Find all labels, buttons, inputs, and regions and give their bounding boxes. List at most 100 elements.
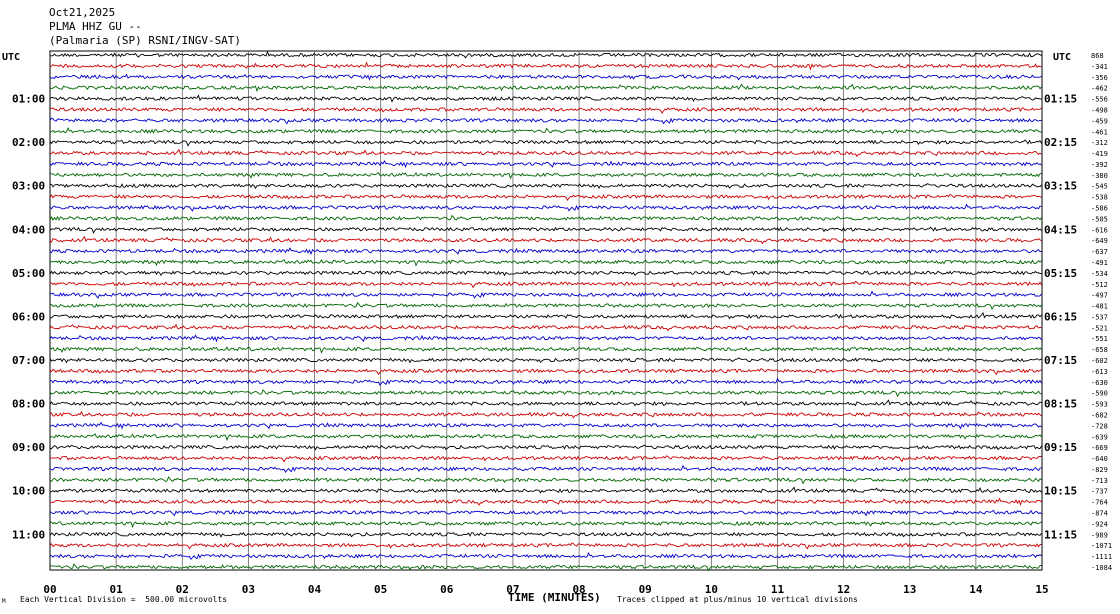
seismic-trace <box>49 171 1042 180</box>
seismic-trace <box>49 183 1042 190</box>
trace-offset-label: -682 <box>1091 411 1108 419</box>
trace-offset-label: -1071 <box>1091 542 1112 550</box>
left-hour-label: 06:00 <box>12 310 45 323</box>
seismic-trace <box>49 476 1042 485</box>
corner-mark: M <box>2 598 6 605</box>
plot-frame <box>49 50 1043 571</box>
heli-date: Oct21,2025 <box>49 6 116 19</box>
trace-offset-label: -491 <box>1091 259 1108 267</box>
right-hour-label: 04:15 <box>1044 223 1077 236</box>
trace-offset-label: -728 <box>1091 422 1108 430</box>
seismic-trace <box>50 497 1042 506</box>
trace-offset-label: -989 <box>1091 531 1108 539</box>
seismic-trace <box>49 455 1042 463</box>
seismic-trace <box>49 50 1042 59</box>
seismic-trace <box>49 399 1042 407</box>
trace-offset-label: -640 <box>1091 455 1108 463</box>
x-tick-label: 07 <box>506 583 519 596</box>
heli-station: PLMA HHZ GU -- <box>49 20 142 33</box>
trace-offset-label: -505 <box>1091 215 1108 223</box>
right-hour-label: 05:15 <box>1044 267 1077 280</box>
left-hour-label: 02:00 <box>12 136 45 149</box>
seismic-trace <box>49 389 1042 398</box>
seismic-trace <box>49 368 1042 376</box>
trace-offset-label: -737 <box>1091 488 1108 496</box>
trace-offset-label: -341 <box>1091 63 1108 71</box>
trace-offset-label: -498 <box>1091 106 1108 114</box>
seismic-trace <box>49 410 1042 419</box>
seismic-trace <box>49 106 1042 114</box>
seismic-trace <box>49 334 1042 343</box>
trace-offset-label: -602 <box>1091 357 1108 365</box>
seismic-trace <box>49 509 1042 517</box>
left-hour-label: 10:00 <box>12 485 45 498</box>
seismic-trace <box>49 270 1042 277</box>
trace-offset-label: -481 <box>1091 303 1108 311</box>
seismic-trace <box>49 139 1042 147</box>
right-hour-label: 03:15 <box>1044 180 1077 193</box>
seismic-trace <box>49 520 1042 529</box>
x-axis-label: TIME (MINUTES) <box>508 591 601 604</box>
right-hour-label: 02:15 <box>1044 136 1077 149</box>
trace-offset-label: -534 <box>1091 270 1108 278</box>
trace-offset-label: -637 <box>1091 248 1108 256</box>
x-tick-label: 06 <box>440 583 454 596</box>
x-tick-label: 12 <box>837 583 850 596</box>
right-hour-label: 01:15 <box>1044 93 1077 106</box>
right-hour-label: 09:15 <box>1044 441 1077 454</box>
trace-offset-label: -459 <box>1091 117 1108 125</box>
seismic-trace <box>49 148 1042 158</box>
seismic-trace <box>49 346 1042 354</box>
seismic-trace <box>49 290 1042 299</box>
seismic-trace <box>49 94 1042 103</box>
seismic-trace <box>49 433 1042 442</box>
scale-note: Each Vertical Division = 500.00 microvol… <box>20 595 228 604</box>
left-hour-label: 05:00 <box>12 267 45 280</box>
trace-offset-label: -538 <box>1091 194 1108 202</box>
seismic-trace <box>49 421 1042 430</box>
trace-offset-label: -658 <box>1091 346 1108 354</box>
trace-offset-label: -639 <box>1091 433 1108 441</box>
seismic-trace <box>49 259 1042 267</box>
seismic-trace <box>49 203 1042 212</box>
trace-offset-label: -616 <box>1091 226 1108 234</box>
seismic-trace <box>49 73 1042 81</box>
seismic-trace <box>49 444 1042 451</box>
trace-offset-label: -551 <box>1091 335 1108 343</box>
clip-note: Traces clipped at plus/minus 10 vertical… <box>617 595 858 604</box>
left-hour-label: 03:00 <box>12 180 45 193</box>
trace-offset-label: -593 <box>1091 401 1108 409</box>
trace-offset-label: -764 <box>1091 499 1108 507</box>
seismic-trace <box>49 160 1042 169</box>
trace-offset-label: -356 <box>1091 74 1108 82</box>
trace-offset-label: -497 <box>1091 292 1108 300</box>
trace-offset-label: -461 <box>1091 128 1108 136</box>
seismic-trace <box>49 377 1042 386</box>
trace-offset-label: -556 <box>1091 96 1108 104</box>
trace-offset-label: -874 <box>1091 510 1108 518</box>
left-hour-label: 11:00 <box>12 528 45 541</box>
heli-network: (Palmaria (SP) RSNI/INGV-SAT) <box>49 34 242 47</box>
seismic-trace <box>49 235 1042 245</box>
trace-offset-label: -669 <box>1091 444 1108 452</box>
trace-offset-label: -1111 <box>1091 553 1112 561</box>
x-tick-label: 04 <box>308 583 322 596</box>
x-tick-label: 00 <box>43 583 56 596</box>
seismic-trace <box>50 312 1042 320</box>
seismic-trace <box>49 301 1042 311</box>
trace-offset-label: -590 <box>1091 390 1108 398</box>
trace-offset-label: -613 <box>1091 368 1108 376</box>
left-hour-label: 01:00 <box>12 93 45 106</box>
right-utc-label: UTC <box>1053 52 1071 63</box>
seismic-trace <box>49 214 1042 222</box>
x-tick-label: 09 <box>639 583 652 596</box>
x-tick-label: 10 <box>705 583 718 596</box>
trace-offset-label: -419 <box>1091 150 1108 158</box>
trace-offset-label: -649 <box>1091 237 1108 245</box>
trace-offset-label: -1084 <box>1091 564 1112 572</box>
left-hour-label: 07:00 <box>12 354 45 367</box>
right-hour-label: 11:15 <box>1044 528 1077 541</box>
x-tick-label: 05 <box>374 583 387 596</box>
trace-offset-label: -829 <box>1091 466 1108 474</box>
x-tick-label: 11 <box>771 583 785 596</box>
